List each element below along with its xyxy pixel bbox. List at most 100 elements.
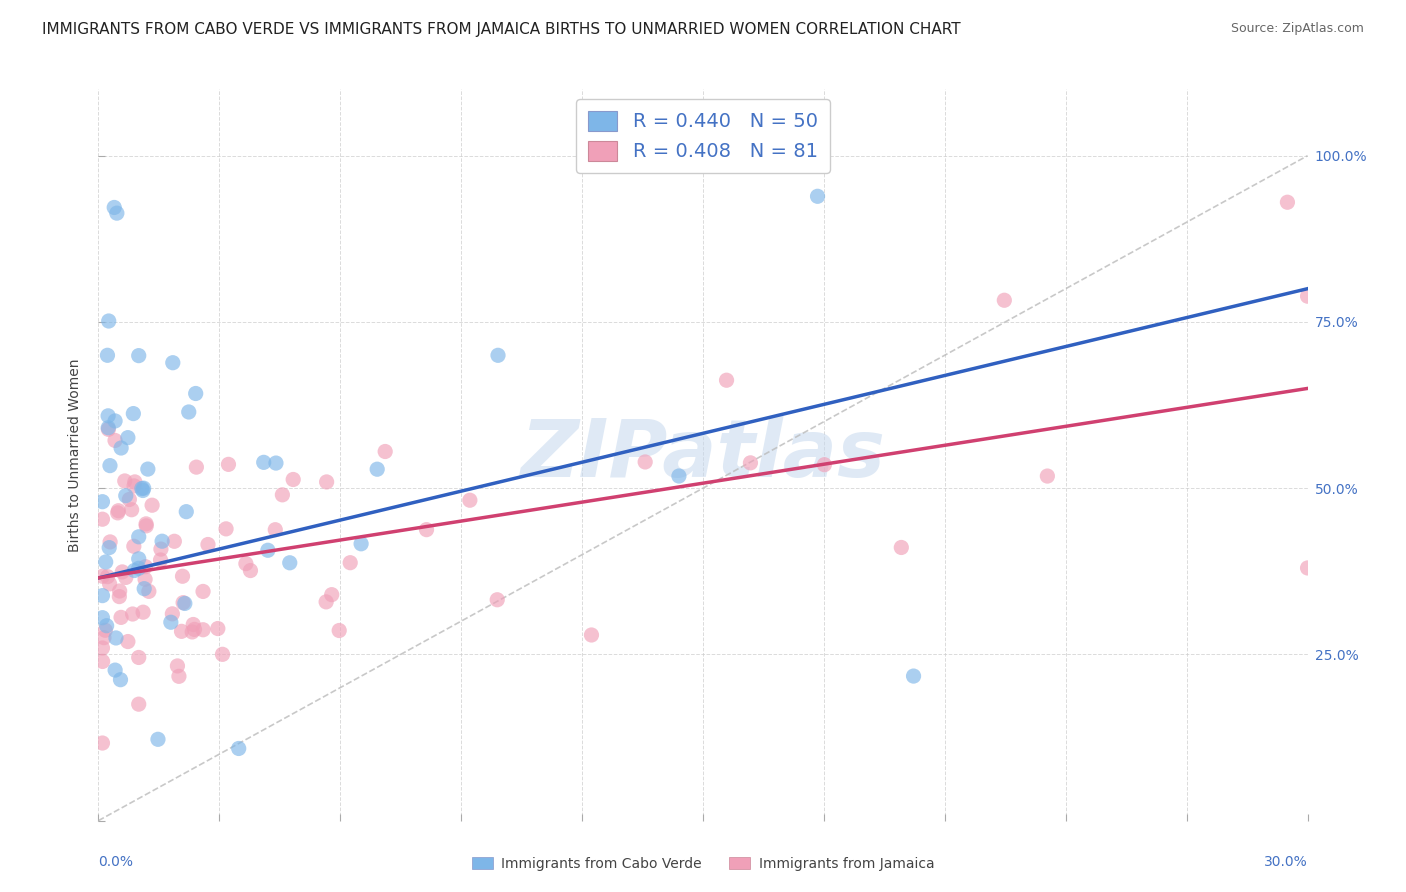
- Point: [98, 535, 121, 549]
- Point: [177, 405, 200, 419]
- Point: [458, 493, 481, 508]
- Point: [264, 523, 287, 537]
- Point: [97, 421, 120, 435]
- Point: [96, 348, 118, 362]
- Point: [91, 494, 114, 508]
- Point: [118, 492, 141, 507]
- Point: [94, 555, 117, 569]
- Point: [181, 624, 204, 639]
- Point: [197, 537, 219, 551]
- Point: [668, 469, 690, 483]
- Point: [132, 605, 155, 619]
- Point: [149, 542, 172, 557]
- Point: [315, 475, 337, 489]
- Point: [104, 631, 127, 645]
- Point: [890, 541, 912, 555]
- Point: [128, 530, 150, 544]
- Point: [114, 489, 136, 503]
- Point: [107, 506, 129, 520]
- Point: [163, 534, 186, 549]
- Point: [134, 559, 156, 574]
- Point: [415, 523, 437, 537]
- Point: [128, 551, 150, 566]
- Point: [1036, 469, 1059, 483]
- Point: [117, 634, 139, 648]
- Point: [128, 650, 150, 665]
- Point: [91, 655, 114, 669]
- Point: [993, 293, 1015, 308]
- Point: [257, 543, 280, 558]
- Point: [124, 564, 146, 578]
- Point: [253, 455, 276, 469]
- Point: [122, 407, 145, 421]
- Point: [91, 589, 114, 603]
- Point: [146, 732, 169, 747]
- Point: [150, 534, 173, 549]
- Point: [91, 736, 114, 750]
- Point: [128, 349, 150, 363]
- Point: [716, 373, 738, 387]
- Text: ZIPatlas: ZIPatlas: [520, 416, 886, 494]
- Point: [149, 553, 172, 567]
- Point: [328, 624, 350, 638]
- Point: [486, 348, 509, 362]
- Point: [104, 434, 127, 448]
- Point: [170, 624, 193, 639]
- Point: [160, 615, 183, 630]
- Point: [121, 502, 143, 516]
- Point: [581, 628, 603, 642]
- Point: [366, 462, 388, 476]
- Point: [141, 498, 163, 512]
- Point: [172, 596, 194, 610]
- Point: [97, 314, 120, 328]
- Point: [121, 607, 143, 621]
- Point: [239, 564, 262, 578]
- Point: [114, 570, 136, 584]
- Point: [634, 455, 657, 469]
- Point: [114, 474, 136, 488]
- Point: [181, 617, 204, 632]
- Point: [173, 596, 195, 610]
- Point: [110, 441, 132, 455]
- Point: [321, 588, 343, 602]
- Point: [104, 663, 127, 677]
- Point: [103, 201, 125, 215]
- Point: [806, 189, 828, 203]
- Point: [91, 512, 114, 526]
- Point: [105, 206, 128, 220]
- Point: [98, 458, 121, 473]
- Point: [134, 572, 156, 586]
- Point: [96, 569, 118, 583]
- Point: [124, 475, 146, 489]
- Point: [110, 673, 132, 687]
- Point: [217, 458, 239, 472]
- Point: [111, 565, 134, 579]
- Point: [135, 519, 157, 533]
- Point: [98, 577, 121, 591]
- Point: [134, 582, 156, 596]
- Point: [264, 456, 287, 470]
- Point: [1277, 195, 1299, 210]
- Point: [174, 505, 197, 519]
- Legend: Immigrants from Cabo Verde, Immigrants from Jamaica: Immigrants from Cabo Verde, Immigrants f…: [467, 851, 939, 876]
- Text: IMMIGRANTS FROM CABO VERDE VS IMMIGRANTS FROM JAMAICA BIRTHS TO UNMARRIED WOMEN : IMMIGRANTS FROM CABO VERDE VS IMMIGRANTS…: [42, 22, 960, 37]
- Point: [138, 584, 160, 599]
- Point: [97, 409, 120, 423]
- Text: 30.0%: 30.0%: [1264, 855, 1308, 870]
- Point: [98, 541, 121, 555]
- Point: [186, 460, 208, 475]
- Point: [135, 516, 157, 531]
- Point: [128, 697, 150, 711]
- Point: [283, 473, 305, 487]
- Point: [740, 456, 762, 470]
- Point: [104, 414, 127, 428]
- Point: [96, 618, 118, 632]
- Point: [278, 556, 301, 570]
- Y-axis label: Births to Unmarried Women: Births to Unmarried Women: [69, 359, 83, 551]
- Point: [1296, 289, 1319, 303]
- Point: [166, 659, 188, 673]
- Point: [211, 648, 233, 662]
- Point: [903, 669, 925, 683]
- Point: [191, 584, 214, 599]
- Point: [813, 458, 835, 472]
